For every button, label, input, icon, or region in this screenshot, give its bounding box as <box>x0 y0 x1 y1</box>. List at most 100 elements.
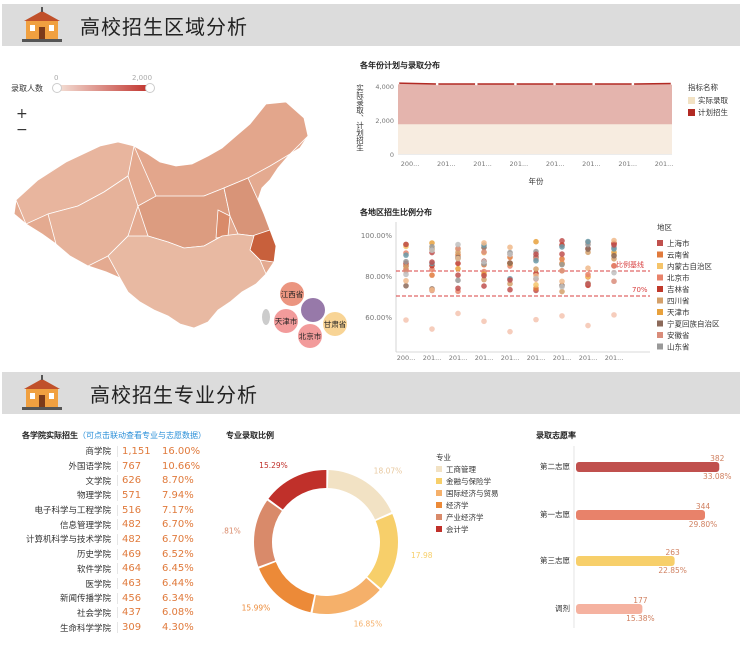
table-row[interactable]: 计算机科学与技术学院 482 6.70% <box>22 532 217 547</box>
table-row[interactable]: 新闻传播学院 456 6.34% <box>22 591 217 606</box>
scatter-point[interactable] <box>481 249 487 255</box>
area-legend-plan[interactable]: 计划招生 <box>698 107 728 117</box>
scatter-point[interactable] <box>429 247 435 254</box>
area-point[interactable] <box>670 82 674 85</box>
scatter-legend-item[interactable]: 北京市 <box>667 273 690 283</box>
pie-legend-item[interactable]: 国际经济与贸易 <box>446 488 499 498</box>
scatter-point[interactable] <box>533 251 539 258</box>
scatter-point[interactable] <box>611 246 617 252</box>
pie-slice[interactable] <box>312 577 380 614</box>
bar-chart[interactable]: 第二志愿 382 33.08% 第一志愿 344 29.80% 第三志愿 263 22.85% 调… <box>530 440 740 640</box>
pie-slice[interactable] <box>327 470 392 520</box>
scatter-legend-item[interactable]: 云南省 <box>667 250 690 260</box>
map-legend-slider[interactable] <box>52 83 155 93</box>
scatter-point[interactable] <box>507 260 513 266</box>
table-row[interactable]: 医学院 463 6.44% <box>22 576 217 591</box>
scatter-point[interactable] <box>585 281 591 287</box>
scatter-point[interactable] <box>455 255 461 262</box>
scatter-point[interactable] <box>611 242 617 248</box>
scatter-point[interactable] <box>585 322 591 329</box>
scatter-point[interactable] <box>455 285 461 292</box>
scatter-point[interactable] <box>429 326 435 332</box>
scatter-point[interactable] <box>559 278 565 285</box>
map-region-north[interactable] <box>133 101 309 201</box>
scatter-legend-item[interactable]: 山东省 <box>667 342 690 352</box>
pie-slice[interactable] <box>268 470 327 510</box>
bar[interactable] <box>576 462 720 472</box>
scatter-point[interactable] <box>559 244 565 250</box>
scatter-point[interactable] <box>611 269 617 276</box>
scatter-point[interactable] <box>611 237 617 244</box>
table-row[interactable]: 信息管理学院 482 6.70% <box>22 517 217 532</box>
scatter-legend-item[interactable]: 四川省 <box>667 296 690 306</box>
scatter-point[interactable] <box>611 278 617 285</box>
scatter-legend-item[interactable]: 上海市 <box>667 238 690 248</box>
scatter-point[interactable] <box>611 252 617 259</box>
slider-handle-min[interactable] <box>52 83 62 93</box>
scatter-point[interactable] <box>533 316 539 323</box>
scatter-point[interactable] <box>533 266 539 272</box>
area-point[interactable] <box>553 82 556 86</box>
scatter-point[interactable] <box>429 272 435 278</box>
map-region-taiwan[interactable] <box>262 309 270 325</box>
scatter-point[interactable] <box>481 272 487 279</box>
scatter-legend-item[interactable]: 宁夏回族自治区 <box>667 319 720 329</box>
table-row[interactable]: 软件学院 464 6.45% <box>22 562 217 577</box>
scatter-point[interactable] <box>403 263 409 270</box>
scatter-legend-item[interactable]: 内蒙古自治区 <box>667 261 712 271</box>
pie-slice[interactable] <box>254 500 282 567</box>
scatter-point[interactable] <box>559 251 565 257</box>
scatter-point[interactable] <box>481 283 487 289</box>
bubble-purple[interactable] <box>301 298 325 322</box>
scatter-point[interactable] <box>507 277 513 283</box>
table-row[interactable]: 物理学院 571 7.94% <box>22 488 217 503</box>
scatter-point[interactable] <box>611 312 617 318</box>
scatter-point[interactable] <box>403 241 409 248</box>
area-series-actual[interactable] <box>398 124 672 154</box>
pie-legend-item[interactable]: 金融与保险学 <box>446 476 491 486</box>
scatter-point[interactable] <box>455 241 461 248</box>
bubble-beijing[interactable] <box>298 324 322 348</box>
scatter-point[interactable] <box>559 261 565 268</box>
slider-handle-max[interactable] <box>145 83 155 93</box>
scatter-legend-item[interactable]: 天津市 <box>667 307 690 317</box>
scatter-point[interactable] <box>507 328 513 335</box>
area-point[interactable] <box>435 82 439 86</box>
scatter-point[interactable] <box>455 260 461 267</box>
scatter-legend-item[interactable]: 吉林省 <box>667 284 690 294</box>
zoom-in-button[interactable]: + <box>16 106 28 122</box>
scatter-point[interactable] <box>507 251 513 258</box>
scatter-point[interactable] <box>481 240 487 246</box>
table-row[interactable]: 商学院 1,151 16.00% <box>22 444 217 459</box>
scatter-point[interactable] <box>559 256 565 262</box>
scatter-point[interactable] <box>455 249 461 256</box>
scatter-point[interactable] <box>429 286 435 293</box>
table-row[interactable]: 文学院 626 8.70% <box>22 473 217 488</box>
scatter-point[interactable] <box>403 282 409 289</box>
scatter-point[interactable] <box>403 258 409 265</box>
bar[interactable] <box>576 604 643 614</box>
area-point[interactable] <box>514 82 517 86</box>
area-point[interactable] <box>474 82 478 86</box>
scatter-point[interactable] <box>533 257 539 264</box>
scatter-point[interactable] <box>559 267 565 274</box>
pie-legend-item[interactable]: 经济学 <box>446 500 469 510</box>
pie-legend-item[interactable]: 产业经济学 <box>446 512 484 522</box>
scatter-point[interactable] <box>481 276 487 283</box>
table-row[interactable]: 历史学院 469 6.52% <box>22 547 217 562</box>
area-point[interactable] <box>592 82 596 86</box>
pie-slice[interactable] <box>259 561 315 613</box>
scatter-point[interactable] <box>559 238 565 244</box>
scatter-legend-item[interactable]: 安徽省 <box>667 330 690 340</box>
scatter-point[interactable] <box>533 275 539 282</box>
pie-slice[interactable] <box>367 513 398 589</box>
scatter-point[interactable] <box>429 259 435 265</box>
bubble-gansu[interactable] <box>323 312 347 336</box>
scatter-point[interactable] <box>481 258 487 265</box>
zoom-out-button[interactable]: − <box>16 122 28 138</box>
scatter-point[interactable] <box>455 310 461 317</box>
scatter-point[interactable] <box>403 271 409 278</box>
map-region-south[interactable] <box>107 233 267 329</box>
scatter-point[interactable] <box>455 277 461 284</box>
bubble-jiangxi[interactable] <box>280 282 304 306</box>
